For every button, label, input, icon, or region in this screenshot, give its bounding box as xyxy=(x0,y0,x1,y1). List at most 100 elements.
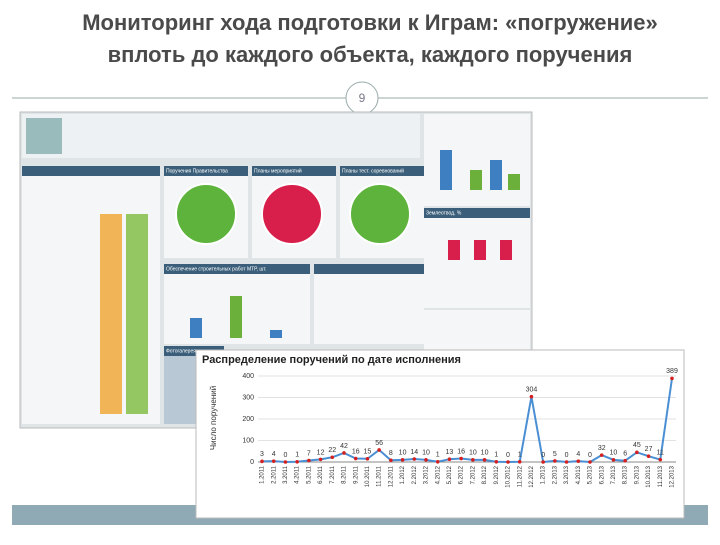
point xyxy=(318,457,323,462)
x-tick-label: 1.2012 xyxy=(400,465,406,484)
chart-card xyxy=(195,349,685,519)
x-tick-label: 3.2013 xyxy=(564,465,570,484)
point xyxy=(330,455,335,460)
data-label: 7 xyxy=(307,450,311,457)
point xyxy=(506,460,510,464)
panel-title: Поручения Правительства xyxy=(166,168,228,174)
data-label: 0 xyxy=(506,452,510,459)
point xyxy=(588,460,592,464)
data-label: 32 xyxy=(598,445,606,452)
point xyxy=(424,458,428,462)
data-label: 0 xyxy=(283,452,287,459)
slide-title: Мониторинг хода подготовки к Играм: «пог… xyxy=(82,10,658,35)
point xyxy=(377,448,381,452)
x-tick-label: 2.2013 xyxy=(552,465,558,484)
x-tick-label: 6.2012 xyxy=(459,465,465,484)
y-tick-label: 200 xyxy=(242,416,254,423)
data-label: 0 xyxy=(565,452,569,459)
point xyxy=(412,457,417,461)
data-label: 4 xyxy=(576,451,580,458)
x-tick-label: 6.2013 xyxy=(599,465,605,484)
x-tick-label: 5.2013 xyxy=(588,465,594,484)
y-tick-label: 400 xyxy=(242,373,254,380)
point xyxy=(541,460,545,464)
data-label: 4 xyxy=(272,451,276,458)
x-tick-label: 4.2011 xyxy=(295,465,301,484)
data-label: 12 xyxy=(317,449,325,456)
data-label: 10 xyxy=(469,450,477,457)
panel-title: Фотогалерея xyxy=(166,348,196,354)
y-tick-label: 300 xyxy=(242,394,254,401)
point xyxy=(576,459,581,463)
x-tick-label: 5.2011 xyxy=(306,465,312,484)
point xyxy=(646,454,651,458)
point xyxy=(599,453,604,457)
data-label: 1 xyxy=(494,452,498,459)
data-label: 56 xyxy=(375,440,383,447)
data-label: 10 xyxy=(422,450,430,457)
data-label: 10 xyxy=(610,450,618,457)
data-label: 0 xyxy=(588,452,592,459)
point xyxy=(623,458,627,463)
x-tick-label: 8.2012 xyxy=(482,465,488,484)
point xyxy=(482,458,487,462)
point xyxy=(342,451,346,455)
x-tick-label: 6.2011 xyxy=(318,465,324,484)
x-tick-label: 7.2012 xyxy=(470,465,476,484)
point xyxy=(283,460,288,464)
point xyxy=(400,458,405,462)
y-tick-label: 0 xyxy=(250,459,254,466)
x-tick-label: 5.2012 xyxy=(447,465,453,484)
series-line xyxy=(261,378,673,464)
point xyxy=(635,450,639,455)
data-label: 22 xyxy=(328,447,336,454)
x-tick-label: 2.2012 xyxy=(412,465,418,484)
x-tick-label: 10.2011 xyxy=(365,465,371,487)
x-tick-label: 3.2012 xyxy=(424,465,430,484)
data-label: 10 xyxy=(481,450,489,457)
x-tick-label: 2.2011 xyxy=(271,465,277,484)
panel-title: Обеспечение строительных работ МТР, шт. xyxy=(166,266,266,272)
point xyxy=(365,456,370,461)
x-tick-label: 7.2011 xyxy=(330,465,336,484)
x-tick-label: 10.2012 xyxy=(506,465,512,487)
slide-title: вплоть до каждого объекта, каждого поруч… xyxy=(108,42,633,67)
data-label: 304 xyxy=(526,386,538,393)
point xyxy=(260,459,264,464)
data-label: 45 xyxy=(633,442,641,449)
x-tick-label: 9.2012 xyxy=(494,465,500,484)
x-tick-label: 12.2013 xyxy=(670,465,676,487)
data-label: 0 xyxy=(541,452,545,459)
data-label: 3 xyxy=(260,451,264,458)
data-label: 1 xyxy=(518,452,522,459)
x-tick-label: 8.2011 xyxy=(342,465,348,484)
x-tick-label: 11.2011 xyxy=(377,465,383,486)
point xyxy=(494,459,499,464)
x-tick-label: 9.2011 xyxy=(353,465,359,484)
data-label: 1 xyxy=(295,452,299,459)
data-label: 42 xyxy=(340,443,348,450)
x-tick-label: 12.2011 xyxy=(388,465,394,487)
data-label: 14 xyxy=(410,449,418,456)
data-label: 10 xyxy=(399,450,407,457)
point xyxy=(447,457,452,462)
x-tick-label: 11.2013 xyxy=(658,465,664,487)
x-tick-label: 8.2013 xyxy=(623,465,629,484)
panel-title: Землеотвод, % xyxy=(426,210,462,216)
data-label: 1 xyxy=(436,452,440,459)
point xyxy=(295,459,299,464)
point xyxy=(435,459,440,464)
point xyxy=(271,459,276,463)
data-label: 6 xyxy=(623,451,627,458)
point xyxy=(517,459,522,464)
panel-title: Планы тест. соревнований xyxy=(342,167,404,174)
data-label: 13 xyxy=(446,449,454,456)
x-tick-label: 3.2011 xyxy=(283,465,289,484)
point xyxy=(564,460,569,464)
data-label: 16 xyxy=(457,448,465,455)
x-tick-label: 4.2012 xyxy=(435,465,441,484)
data-label: 27 xyxy=(645,446,653,453)
chart-title: Распределение поручений по дате исполнен… xyxy=(202,354,461,366)
x-tick-label: 1.2011 xyxy=(260,465,266,484)
